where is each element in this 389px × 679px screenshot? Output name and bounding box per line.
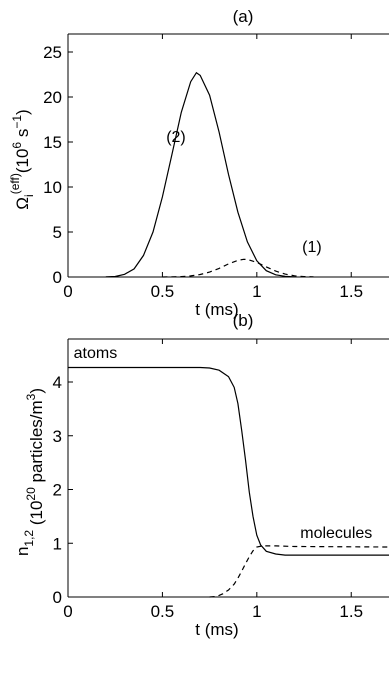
y-label-part: s — [13, 129, 32, 142]
y-tick-label: 3 — [53, 427, 62, 446]
y-label-part: 3 — [24, 393, 38, 400]
x-tick-label: 0.5 — [151, 282, 175, 301]
y-label-part: (10 — [27, 501, 46, 530]
y-label-part: Ω — [13, 197, 32, 210]
y-label-part: (eff) — [8, 173, 22, 194]
x-tick-label: 1.5 — [339, 602, 363, 621]
annotation-label: molecules — [300, 525, 372, 542]
y-tick-label: 0 — [53, 588, 62, 607]
y-tick-label: 4 — [53, 373, 62, 392]
annotation-label: (1) — [302, 239, 322, 256]
y-label-part: ) — [27, 388, 46, 394]
series-molecules-line — [209, 545, 389, 598]
x-tick-label: 1.5 — [339, 282, 363, 301]
x-tick-label: 1 — [252, 282, 261, 301]
x-tick-label: 1 — [252, 602, 261, 621]
panel-a: (a) 0 0.5 1 1.5 0 5 10 15 20 25 t (ms) Ωi(eff)(106 s… — [8, 7, 389, 319]
y-label-part: n — [13, 547, 32, 556]
y-label-part: 20 — [24, 487, 38, 501]
annotation-label: (2) — [166, 129, 186, 146]
y-label-part: ) — [13, 109, 32, 115]
x-axis-label: t (ms) — [195, 620, 238, 639]
y-label-part: particles/m — [27, 400, 46, 487]
y-tick-label: 0 — [53, 268, 62, 287]
y-tick-label: 10 — [43, 178, 62, 197]
x-tick-label: 0.5 — [151, 602, 175, 621]
x-axis-label: t (ms) — [195, 300, 238, 319]
y-tick-label: 20 — [43, 88, 62, 107]
annotation-label: atoms — [74, 345, 118, 362]
series-atoms-line — [68, 366, 389, 556]
panel-b: (b) 0 0.5 1 1.5 0 1 2 3 4 t (ms) n1,2 (1020 particl… — [13, 311, 389, 639]
y-label-part: 6 — [10, 142, 24, 149]
x-tick-label: 0 — [63, 282, 72, 301]
series-2-line — [105, 71, 295, 278]
y-label-part: i — [22, 194, 36, 197]
panel-title: (a) — [233, 7, 254, 26]
x-tick-label: 0 — [63, 602, 72, 621]
y-label-part: 1,2 — [22, 530, 36, 547]
y-tick-label: 5 — [53, 223, 62, 242]
y-label-part: (10 — [13, 149, 32, 174]
series-1-line — [162, 258, 314, 278]
y-axis-label: n1,2 (1020 particles/m3) — [13, 388, 46, 556]
y-tick-label: 2 — [53, 481, 62, 500]
panel-title: (b) — [233, 311, 254, 330]
y-label-part: −1 — [10, 115, 24, 129]
y-tick-label: 1 — [53, 534, 62, 553]
y-tick-label: 15 — [43, 133, 62, 152]
y-axis-label: Ωi(eff)(106 s−1) — [8, 109, 36, 209]
y-tick-label: 25 — [43, 43, 62, 62]
